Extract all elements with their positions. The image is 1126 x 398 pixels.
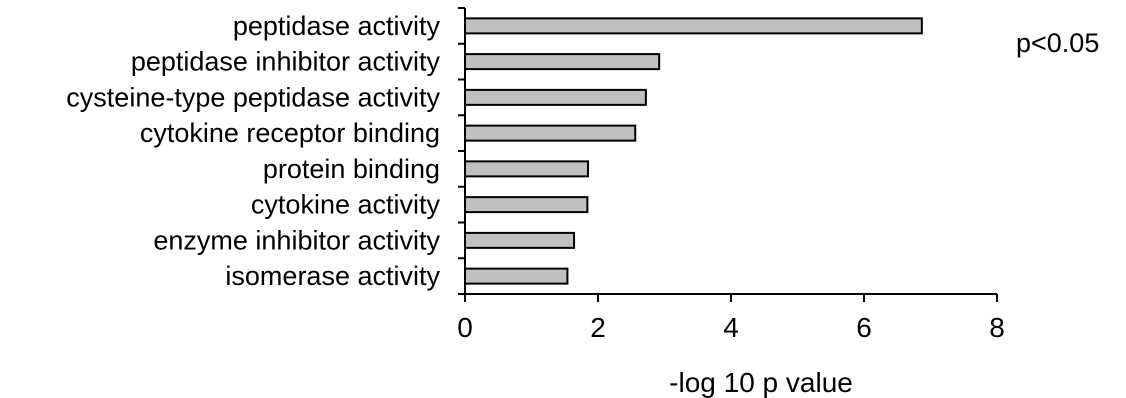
category-label-0: peptidase activity — [233, 11, 441, 41]
bar-5 — [464, 196, 589, 214]
bar-3 — [464, 124, 637, 142]
category-label-5: cytokine activity — [251, 190, 441, 220]
x-tick-label-3: 6 — [856, 312, 872, 343]
y-axis-ticks — [458, 7, 465, 295]
significance-annotation: p<0.05 — [1016, 28, 1099, 58]
bar-6 — [464, 231, 576, 249]
category-label-4: protein binding — [263, 154, 440, 184]
category-label-7: isomerase activity — [225, 261, 440, 291]
bar-2 — [464, 88, 647, 106]
bar-0 — [464, 17, 923, 35]
category-label-6: enzyme inhibitor activity — [153, 225, 440, 255]
x-tick-label-0: 0 — [457, 312, 473, 343]
x-tick-label-1: 2 — [590, 312, 606, 343]
x-tick-label-2: 4 — [723, 312, 739, 343]
bar-1 — [464, 53, 661, 71]
bar-4 — [464, 160, 590, 178]
category-label-2: cysteine-type peptidase activity — [66, 82, 440, 112]
x-tick-label-4: 8 — [989, 312, 1005, 343]
bar-7 — [464, 267, 569, 285]
x-axis-title: -log 10 p value — [669, 367, 853, 398]
x-tick-labels: 0 2 4 6 8 — [457, 312, 1005, 343]
bars-group — [464, 17, 923, 285]
category-label-1: peptidase inhibitor activity — [131, 47, 441, 77]
x-axis-ticks — [464, 294, 998, 302]
category-labels: peptidase activity peptidase inhibitor ac… — [66, 11, 440, 291]
category-label-3: cytokine receptor binding — [140, 118, 440, 148]
